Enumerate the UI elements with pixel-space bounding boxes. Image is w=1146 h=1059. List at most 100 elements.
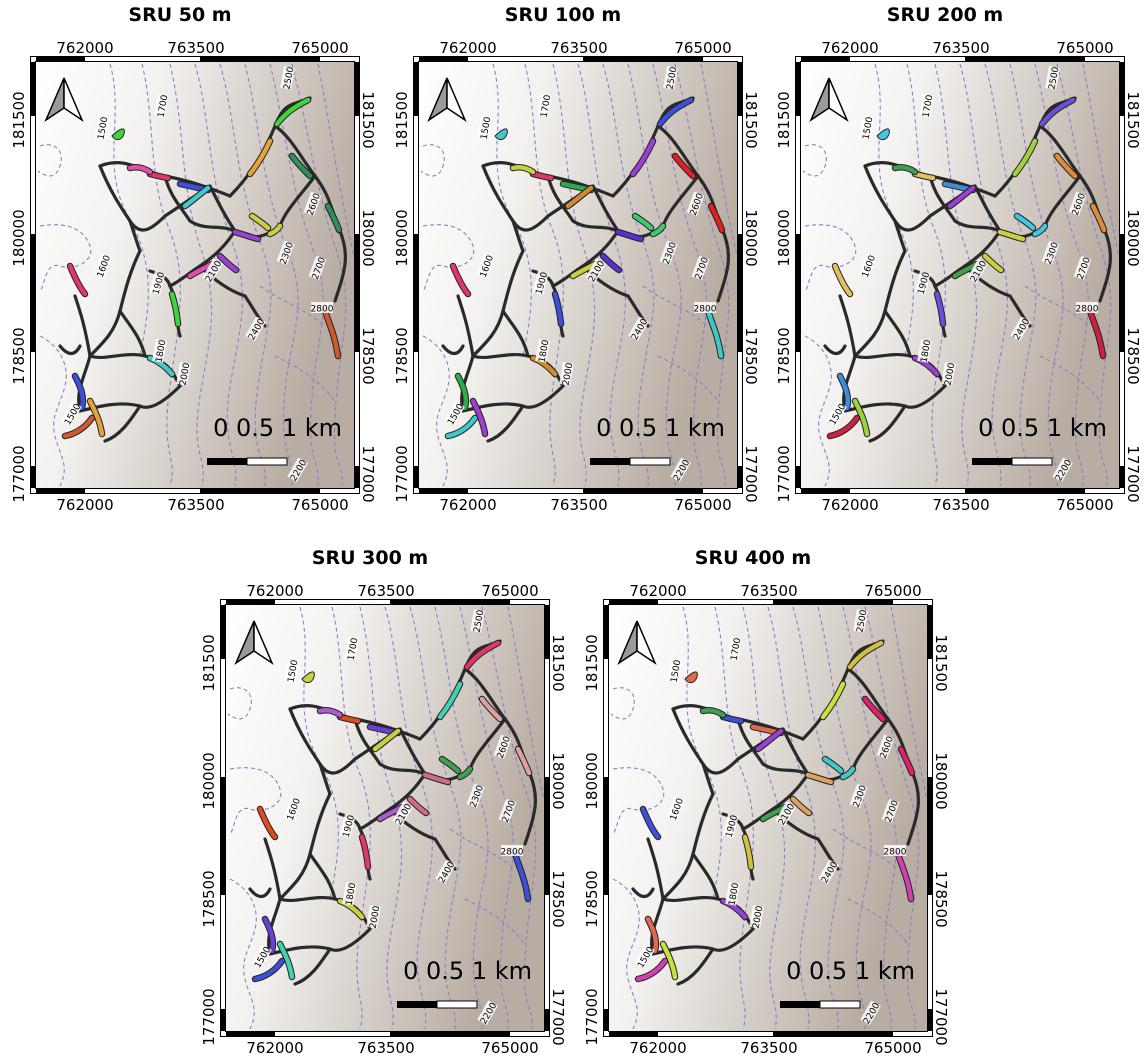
trail-segment: [1038, 124, 1112, 303]
trail-segment: [676, 947, 715, 986]
contour-line: [269, 63, 324, 487]
sru-unit: [755, 728, 784, 752]
sru-unit: [72, 373, 86, 411]
sru-patch: [301, 671, 315, 684]
sru-unit: [512, 851, 531, 902]
sru-unit: [325, 203, 342, 233]
trail-segment: [651, 945, 715, 956]
contour-line: [229, 767, 282, 835]
scale-bar: [590, 457, 671, 466]
sru-unit: [530, 355, 558, 377]
north-arrow-icon: [427, 77, 467, 123]
sru-unit: [1032, 223, 1048, 237]
contour-label: 1700: [157, 94, 171, 119]
contour-label: 1500: [97, 116, 111, 141]
north-arrow-icon: [809, 77, 849, 123]
trail-segment: [268, 945, 332, 956]
sru-unit: [862, 696, 886, 722]
x-tick-bottom-1: 762000: [439, 496, 497, 514]
contour-lines: [37, 63, 355, 487]
sru-unit: [1087, 308, 1106, 359]
x-tick-bottom-3: 765000: [864, 1039, 922, 1057]
sru-unit: [947, 185, 976, 209]
sru-unit: [630, 138, 656, 177]
trail-segment: [851, 717, 890, 771]
x-tick-bottom-1: 762000: [821, 496, 879, 514]
contour-line: [804, 224, 857, 292]
sru-unit: [565, 185, 594, 209]
contour-label: 2000: [179, 362, 193, 387]
y-tick-left-3: 180000: [200, 752, 218, 810]
x-tick-bottom-1: 762000: [246, 1039, 304, 1057]
y-tick-right-1: 177000: [742, 445, 760, 503]
trail-segment: [1043, 174, 1082, 228]
sru-unit: [455, 373, 469, 411]
contour-line: [610, 687, 635, 720]
sru-unit: [87, 398, 105, 437]
contour-line: [612, 878, 640, 1030]
y-tick-right-3: 180000: [549, 752, 567, 810]
y-tick-right-3: 180000: [742, 209, 760, 267]
contour-label: 2000: [562, 362, 576, 387]
sru-unit: [422, 772, 451, 785]
trail-segment: [691, 852, 720, 901]
sru-unit: [660, 941, 678, 980]
contour-line: [612, 767, 665, 835]
x-tick-top-2: 763500: [550, 39, 608, 57]
trail-segment: [461, 402, 525, 413]
sru-unit: [895, 851, 914, 902]
x-tick-bottom-2: 763500: [740, 1039, 798, 1057]
contour-line: [317, 63, 355, 257]
contour-line: [832, 828, 899, 870]
sru-unit: [232, 229, 261, 242]
y-tick-right-2: 178500: [1124, 327, 1142, 385]
contour-line: [331, 606, 371, 1030]
contour-label: 2000: [752, 905, 766, 930]
trail-segment: [486, 404, 525, 443]
sru-unit: [997, 229, 1026, 242]
panel-title: SRU 200 m: [886, 4, 1004, 26]
sru-patch: [684, 671, 698, 684]
x-tick-bottom-2: 763500: [357, 1039, 415, 1057]
x-tick-top-3: 765000: [864, 582, 922, 600]
y-tick-right-3: 180000: [359, 209, 377, 267]
y-tick-left-1: 177000: [200, 988, 218, 1046]
trail-segment: [511, 219, 525, 253]
sru-unit: [169, 291, 181, 327]
contour-line: [434, 606, 489, 1030]
trail-segment: [318, 762, 332, 796]
y-tick-right-2: 178500: [742, 327, 760, 385]
contour-line: [934, 63, 978, 487]
x-tick-bottom-3: 765000: [674, 496, 732, 514]
contour-line: [700, 63, 738, 257]
y-tick-right-3: 180000: [932, 752, 950, 810]
sru-unit: [257, 806, 278, 840]
contour-label: 1700: [730, 637, 744, 662]
trail-segment: [868, 404, 907, 443]
sru-units: [444, 96, 726, 440]
sru-unit: [337, 898, 365, 920]
x-tick-top-3: 765000: [291, 39, 349, 57]
x-tick-bottom-2: 763500: [932, 496, 990, 514]
sru-unit: [840, 766, 856, 780]
sru-unit: [708, 203, 725, 233]
sru-unit: [720, 898, 748, 920]
trail-segment: [456, 294, 475, 358]
y-tick-right-4: 181500: [742, 91, 760, 149]
sru-unit: [317, 707, 343, 718]
y-tick-left-4: 181500: [775, 91, 793, 149]
sru-unit: [127, 164, 153, 175]
trail-segment: [631, 887, 655, 899]
y-tick-right-2: 178500: [932, 870, 950, 928]
sru-patch: [494, 128, 508, 141]
scale-bar-label: 0 0.5 1 km: [596, 414, 725, 442]
sru-unit: [657, 97, 694, 127]
sru-unit: [635, 958, 668, 982]
contour-label: 2000: [369, 905, 383, 930]
y-tick-left-4: 181500: [583, 634, 601, 692]
contour-line: [39, 224, 92, 292]
sru-unit: [147, 355, 175, 377]
trail-segment: [823, 344, 847, 356]
